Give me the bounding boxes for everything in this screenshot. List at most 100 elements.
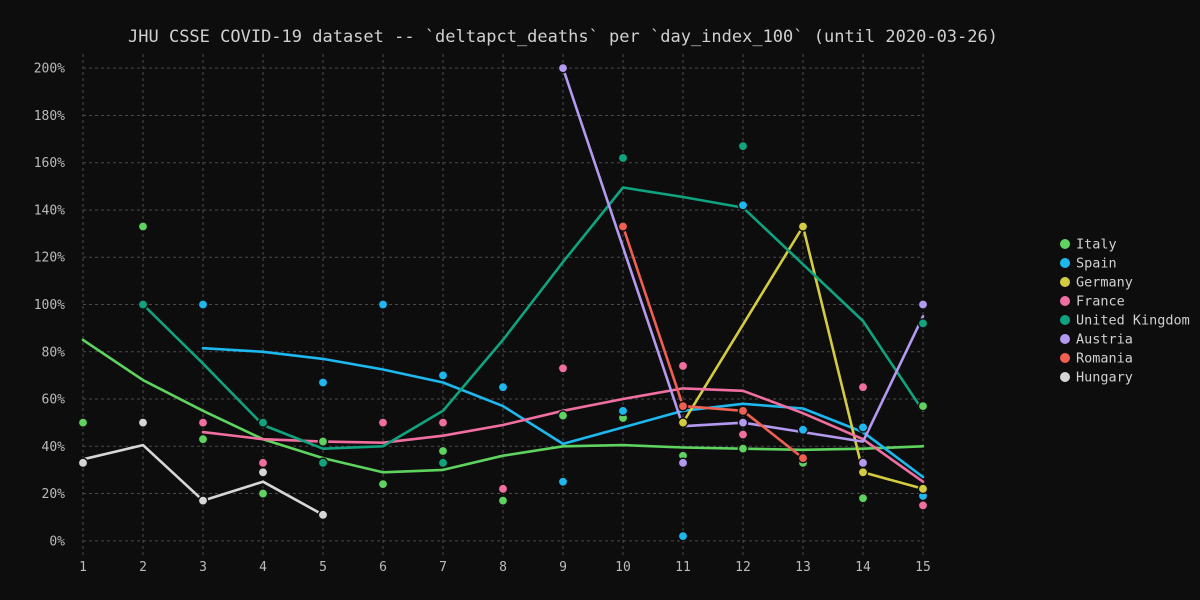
series-line-germany xyxy=(681,225,925,491)
legend-marker xyxy=(1060,353,1070,363)
data-point-united-kingdom xyxy=(737,140,749,152)
data-point-austria xyxy=(557,62,569,74)
y-tick-label: 140% xyxy=(34,203,65,218)
series-line-united-kingdom xyxy=(141,186,925,450)
grid xyxy=(82,54,924,555)
legend-marker xyxy=(1060,258,1070,268)
legend-label: Spain xyxy=(1076,256,1117,272)
series-line-austria xyxy=(561,66,925,443)
data-point-france xyxy=(197,417,209,428)
data-point-spain xyxy=(317,377,329,388)
data-point-france xyxy=(737,429,749,440)
data-point-hungary xyxy=(197,495,209,506)
data-point-italy xyxy=(497,495,509,506)
x-tick-label: 2 xyxy=(139,560,147,575)
data-point-italy xyxy=(77,417,89,428)
data-point-austria xyxy=(857,457,869,469)
y-tick-label: 120% xyxy=(34,251,65,266)
y-tick-label: 100% xyxy=(34,298,65,313)
data-point-france xyxy=(857,381,869,393)
data-point-united-kingdom xyxy=(257,417,269,428)
legend-label: France xyxy=(1076,294,1125,310)
x-tick-label: 11 xyxy=(675,560,691,575)
y-tick-label: 200% xyxy=(34,62,65,77)
legend-label: United Kingdom xyxy=(1076,313,1190,329)
data-point-france xyxy=(437,417,449,428)
legend-item-austria: Austria xyxy=(1060,332,1133,348)
x-tick-label: 12 xyxy=(735,560,751,575)
x-tick-label: 15 xyxy=(915,560,931,575)
data-point-romania xyxy=(617,221,629,232)
data-point-italy xyxy=(737,443,749,454)
legend-label: Germany xyxy=(1076,275,1133,291)
legend-marker xyxy=(1060,315,1070,325)
legend-marker xyxy=(1060,372,1070,382)
chart-title: JHU CSSE COVID-19 dataset -- `deltapct_d… xyxy=(128,27,998,47)
legend-label: Austria xyxy=(1076,332,1133,348)
series-lines xyxy=(81,66,925,517)
data-point-austria xyxy=(677,457,689,469)
y-tick-label: 60% xyxy=(42,393,66,408)
data-point-italy xyxy=(197,433,209,445)
data-point-romania xyxy=(797,452,809,464)
series-line-spain xyxy=(201,346,925,479)
y-tick-label: 0% xyxy=(49,534,65,549)
data-point-romania xyxy=(677,400,689,412)
data-point-united-kingdom xyxy=(917,318,929,329)
x-tick-label: 10 xyxy=(615,560,631,575)
data-point-united-kingdom xyxy=(437,457,449,469)
data-point-romania xyxy=(737,405,749,417)
x-tick-label: 7 xyxy=(439,560,447,575)
data-point-hungary xyxy=(137,417,149,428)
data-point-france xyxy=(377,417,389,428)
legend-item-germany: Germany xyxy=(1060,275,1133,291)
series-line-italy xyxy=(81,338,925,474)
data-point-italy xyxy=(137,221,149,232)
data-point-france xyxy=(677,360,689,372)
data-point-germany xyxy=(797,221,809,232)
data-point-spain xyxy=(197,299,209,310)
series-points xyxy=(77,62,929,542)
legend-marker xyxy=(1060,334,1070,344)
data-point-italy xyxy=(557,410,569,421)
x-tick-label: 8 xyxy=(499,560,507,575)
axes: 0%20%40%60%80%100%120%140%160%180%200%1 2… xyxy=(34,62,931,575)
legend-marker xyxy=(1060,239,1070,249)
legend-item-romania: Romania xyxy=(1060,351,1133,367)
data-point-spain xyxy=(677,530,689,542)
data-point-united-kingdom xyxy=(617,152,629,164)
data-point-germany xyxy=(677,417,689,428)
data-point-austria xyxy=(737,417,749,428)
data-point-germany xyxy=(917,483,929,495)
legend-item-france: France xyxy=(1060,294,1125,310)
y-tick-label: 180% xyxy=(34,109,65,124)
data-point-france xyxy=(557,363,569,374)
data-point-spain xyxy=(377,299,389,310)
data-point-spain xyxy=(797,424,809,436)
legend-marker xyxy=(1060,296,1070,306)
legend-item-spain: Spain xyxy=(1060,256,1117,272)
legend-label: Hungary xyxy=(1076,370,1133,386)
x-tick-label: 14 xyxy=(855,560,871,575)
data-point-spain xyxy=(437,370,449,381)
data-point-hungary xyxy=(317,509,329,521)
data-point-spain xyxy=(617,405,629,417)
legend-item-united-kingdom: United Kingdom xyxy=(1060,313,1190,329)
legend-item-italy: Italy xyxy=(1060,237,1117,253)
data-point-italy xyxy=(857,492,869,504)
y-tick-label: 80% xyxy=(42,345,66,360)
legend-item-hungary: Hungary xyxy=(1060,370,1133,386)
x-tick-label: 9 xyxy=(559,560,567,575)
legend-marker xyxy=(1060,277,1070,287)
series-line-romania xyxy=(621,225,805,460)
y-tick-label: 160% xyxy=(34,156,65,171)
data-point-italy xyxy=(437,445,449,457)
data-point-spain xyxy=(557,476,569,488)
x-tick-label: 1 xyxy=(79,560,87,575)
data-point-spain xyxy=(497,381,509,393)
y-tick-label: 40% xyxy=(42,440,66,455)
data-point-austria xyxy=(917,299,929,310)
data-point-france xyxy=(497,483,509,495)
x-tick-label: 5 xyxy=(319,560,327,575)
